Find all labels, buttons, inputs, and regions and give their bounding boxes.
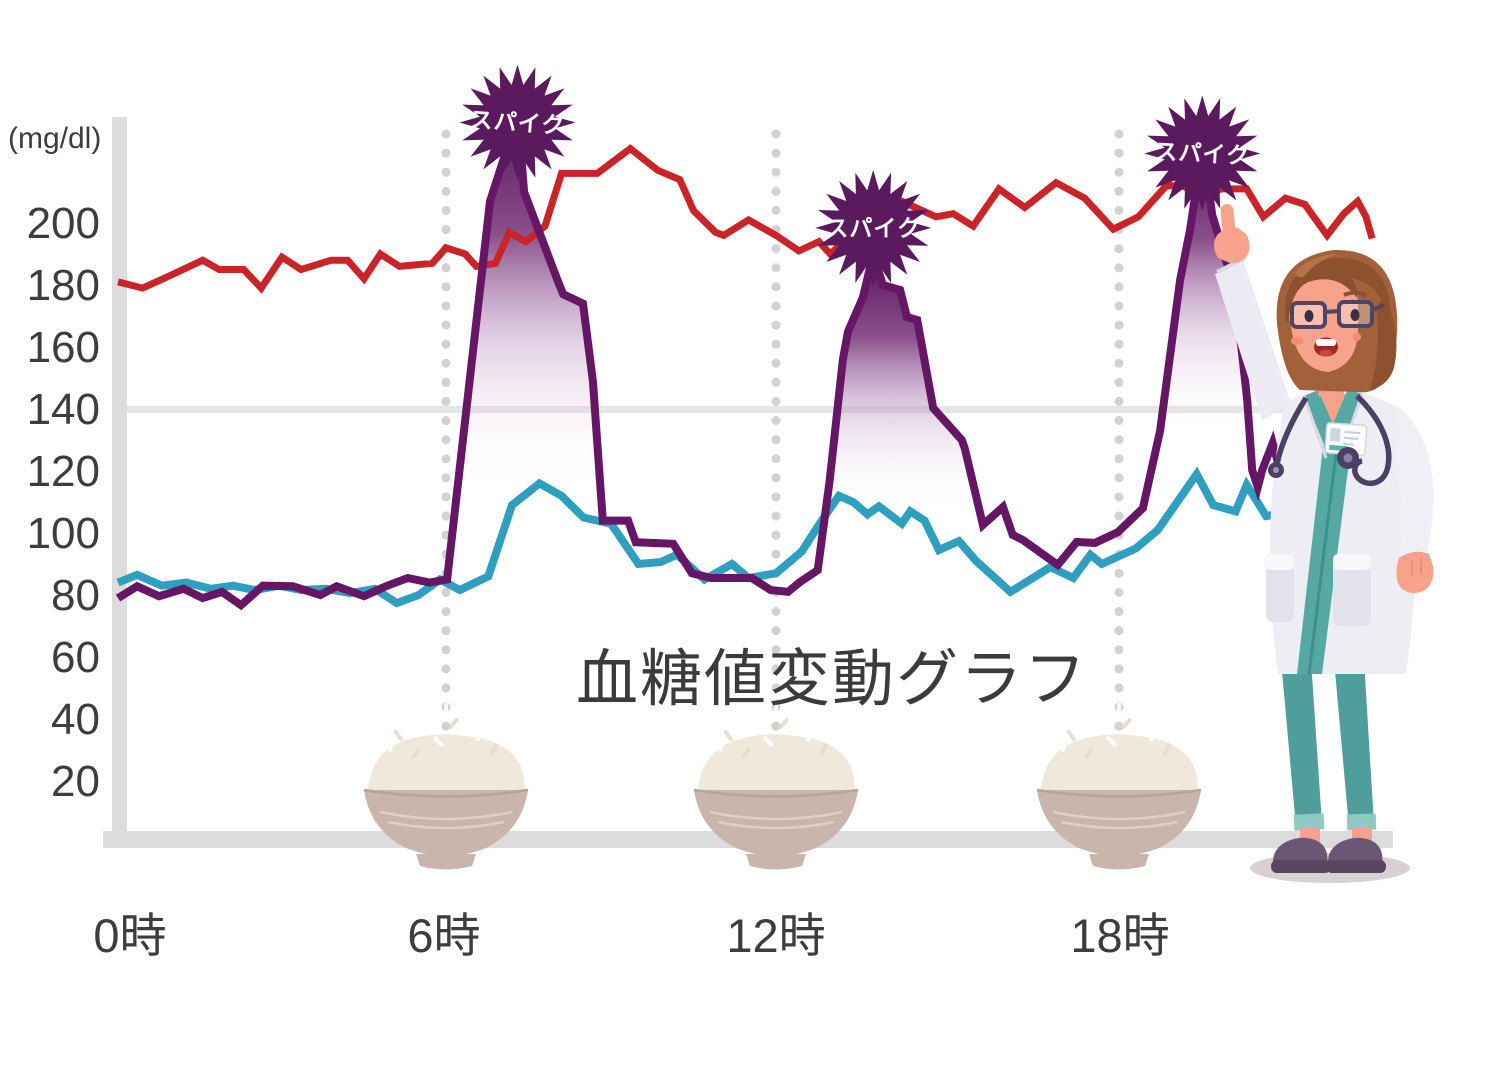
doctor-right-hand-fingers — [1411, 558, 1422, 576]
rice-bowl-icon — [1036, 703, 1202, 870]
y-axis-line — [112, 117, 127, 848]
doctor-right-eye — [1350, 309, 1360, 321]
spike-badge: スパイク — [1144, 95, 1261, 212]
y-tick-label: 160 — [27, 323, 100, 372]
rice-bowl-icon — [693, 703, 859, 870]
doctor-hair-flip — [1370, 296, 1397, 390]
guideline-140 — [126, 406, 1360, 413]
doctor-bangs — [1284, 257, 1391, 322]
y-tick-label: 40 — [51, 695, 100, 744]
doctor-right-shoe — [1327, 837, 1383, 864]
spike-badge: スパイク — [815, 169, 932, 286]
y-tick-label: 200 — [27, 199, 100, 248]
doctor-teeth — [1316, 339, 1336, 346]
doctor-left-cuff — [1293, 813, 1325, 831]
spike-starburst-icon — [1144, 95, 1261, 212]
doctor-lapel-left — [1302, 395, 1328, 459]
x-tick-label: 12時 — [726, 909, 825, 962]
doctor-left-leg — [1281, 660, 1322, 827]
doctor-blush-right — [1353, 333, 1361, 341]
doctor-right-cuff — [1346, 813, 1377, 831]
spike-starburst-icon — [459, 64, 576, 181]
doctor-chest-skin — [1317, 394, 1347, 428]
rice-bowl-icon — [363, 703, 529, 870]
y-tick-label: 120 — [27, 447, 100, 496]
meal-icons-layer — [363, 703, 1202, 870]
spike-label: スパイク — [1154, 138, 1251, 169]
spike-fill — [817, 254, 983, 571]
doctor-fist — [1214, 227, 1250, 264]
y-tick-label: 20 — [51, 757, 100, 806]
doctor-left-shoe — [1272, 837, 1328, 864]
doctor-right-leg — [1334, 660, 1374, 827]
doctor-right-sole — [1326, 860, 1386, 873]
spike-badge: スパイク — [459, 64, 576, 181]
doctor-right-pocket — [1333, 560, 1371, 626]
stethoscope-earpiece-center — [1273, 467, 1279, 473]
series-line-purple — [115, 113, 1293, 611]
doctor-scrub-vneck — [1304, 389, 1362, 452]
doctor-lower-lip — [1319, 349, 1333, 357]
doctor-hair-highlight — [1295, 254, 1338, 278]
doctor-illustration — [1214, 204, 1434, 883]
doctor-right-hand — [1396, 551, 1434, 594]
y-tick-label: 80 — [51, 571, 100, 620]
y-tick-label: 180 — [27, 261, 100, 310]
doctor-eyebrow — [1343, 290, 1368, 298]
doctor-raised-arm — [1215, 260, 1291, 420]
tick-labels-layer: 200 180 160 140 120 100 80 60 40 20 0時 6時 12時 18時 — [27, 199, 1170, 962]
doctor-blush-left — [1291, 337, 1303, 345]
doctor-left-pocket — [1266, 560, 1294, 622]
y-tick-label: 60 — [51, 633, 100, 682]
spike-label: スパイク — [825, 215, 921, 241]
y-tick-label: 140 — [27, 385, 100, 434]
id-badge — [1324, 422, 1368, 456]
x-tick-label: 18時 — [1070, 909, 1169, 962]
x-tick-label: 0時 — [93, 909, 166, 962]
spike-fill — [1142, 145, 1289, 509]
doctor-left-eye — [1304, 310, 1314, 322]
glasses-bridge — [1324, 309, 1340, 314]
stethoscope-tube-left — [1274, 396, 1309, 465]
doctor-right-arm — [1394, 406, 1434, 568]
spike-starburst-icon — [815, 169, 932, 286]
stethoscope-chestpiece-center — [1343, 453, 1353, 463]
stethoscope-tube-right — [1352, 394, 1392, 487]
x-tick-label: 6時 — [407, 909, 480, 962]
doctor-right-pocket-flap — [1333, 554, 1371, 570]
glasses-temple — [1371, 303, 1385, 312]
y-tick-label: 100 — [27, 509, 100, 558]
doctor-scrub-seam — [1307, 445, 1339, 675]
chart-title: 血糖値変動グラフ — [576, 645, 1088, 714]
doctor-left-pocket-flap — [1264, 554, 1294, 570]
doctor-left-sole — [1271, 860, 1331, 873]
y-axis-unit-label: (mg/dl) — [8, 122, 101, 155]
